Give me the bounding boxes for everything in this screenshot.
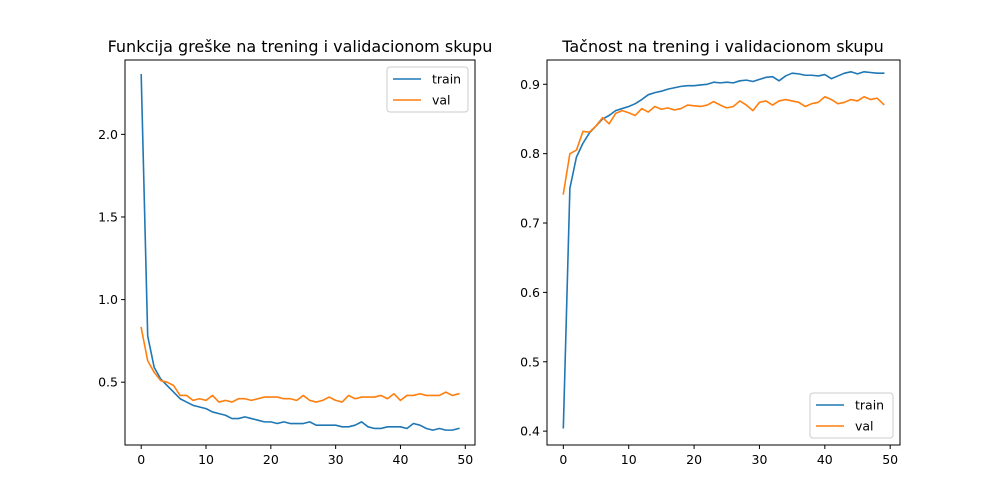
loss-x-tick-label: 50 <box>457 452 473 467</box>
loss-y-tick-label: 0.5 <box>98 375 118 390</box>
loss-legend: train val <box>386 66 469 113</box>
loss-y-tick-label: 1.0 <box>98 292 118 307</box>
accuracy-y-tick-label: 0.8 <box>520 146 540 161</box>
loss-x-tick-label: 30 <box>328 452 344 467</box>
accuracy-y-tick-label: 0.7 <box>520 216 540 231</box>
accuracy-train-line <box>562 70 885 429</box>
accuracy-y-tick-label: 0.5 <box>520 354 540 369</box>
accuracy-y-tick-label: 0.4 <box>520 424 540 439</box>
accuracy-legend-val-label: val <box>855 419 874 434</box>
accuracy-x-tick-label: 0 <box>559 452 567 467</box>
accuracy-x-tick-label: 50 <box>882 452 898 467</box>
loss-legend-val-label: val <box>432 93 451 108</box>
loss-plot-frame <box>124 59 476 446</box>
loss-y-tick-label: 2.0 <box>98 127 118 142</box>
loss-x-tick-label: 10 <box>198 452 214 467</box>
loss-val-line <box>140 326 460 403</box>
loss-legend-train-label: train <box>432 72 461 87</box>
accuracy-x-tick-label: 20 <box>686 452 702 467</box>
accuracy-legend-train-label: train <box>855 398 884 413</box>
loss-chart: Funkcija greške na trening i validaciono… <box>98 37 492 467</box>
loss-x-tick-label: 0 <box>137 452 145 467</box>
accuracy-chart-title: Tačnost na trening i validacionom skupu <box>561 37 884 56</box>
loss-y-tick-label: 1.5 <box>98 209 118 224</box>
accuracy-legend: train val <box>809 392 894 439</box>
accuracy-y-tick-label: 0.9 <box>520 77 540 92</box>
loss-x-tick-label: 40 <box>393 452 409 467</box>
loss-x-tick-label: 20 <box>263 452 279 467</box>
loss-train-line <box>140 74 460 431</box>
accuracy-plot-frame <box>546 59 901 446</box>
accuracy-x-tick-label: 40 <box>817 452 833 467</box>
accuracy-y-tick-label: 0.6 <box>520 285 540 300</box>
accuracy-x-tick-label: 30 <box>752 452 768 467</box>
loss-chart-title: Funkcija greške na trening i validaciono… <box>108 37 493 56</box>
accuracy-val-line <box>562 95 885 195</box>
accuracy-chart: Tačnost na trening i validacionom skupu … <box>520 37 901 467</box>
accuracy-x-tick-label: 10 <box>621 452 637 467</box>
